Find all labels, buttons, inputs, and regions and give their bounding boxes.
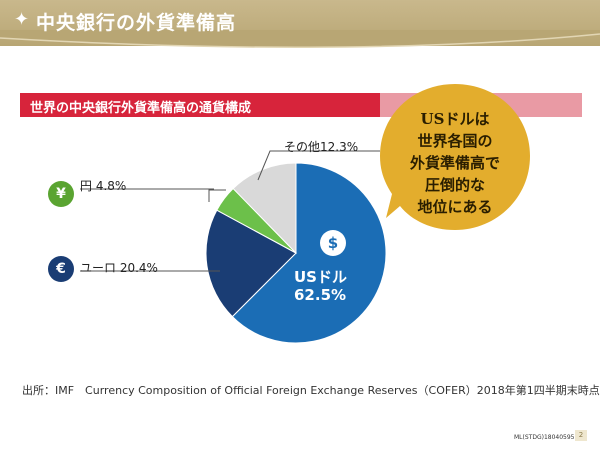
page-title: 中央銀行の外貨準備高	[36, 12, 237, 34]
bubble-line: 圧倒的な	[424, 176, 485, 194]
footer-code: ML(STDG)18040595	[514, 434, 575, 441]
label-yen: 円 4.8%	[80, 179, 127, 193]
subtitle-bar	[20, 93, 420, 117]
label-usd: USドル 62.5%	[294, 268, 347, 304]
bubble-line: 地位にある	[417, 198, 493, 216]
label-euro: ユーロ 20.4%	[80, 261, 158, 275]
label-other: その他12.3%	[284, 140, 359, 154]
label-usd-value: 62.5%	[294, 286, 347, 304]
slice-usd	[231, 162, 387, 344]
header-bar: ✦ 中央銀行の外貨準備高	[0, 0, 600, 49]
callout-bubble	[380, 84, 530, 230]
bubble-line: USドルは	[420, 110, 490, 128]
source-note: 出所：IMF Currency Composition of Official …	[22, 384, 600, 397]
label-usd-name: USドル	[294, 268, 347, 286]
slice-euro	[205, 209, 297, 318]
page-number: 2	[575, 430, 587, 441]
yen-icon: ¥	[48, 181, 74, 207]
dollar-icon: $	[320, 230, 346, 256]
header-wave	[0, 30, 600, 49]
other-leader-line	[257, 150, 380, 181]
bubble-line: 外貨準備高で	[409, 154, 500, 172]
euro-icon: €	[48, 256, 74, 282]
chart-subtitle: 世界の中央銀行外貨準備高の通貨構成	[30, 101, 252, 116]
bubble-text: USドルは世界各国の外貨準備高で 圧倒的な地位にある	[390, 108, 520, 218]
bubble-line: 世界各国の	[417, 132, 493, 150]
star-icon: ✦	[14, 9, 30, 30]
yen-callout-line	[208, 189, 226, 202]
